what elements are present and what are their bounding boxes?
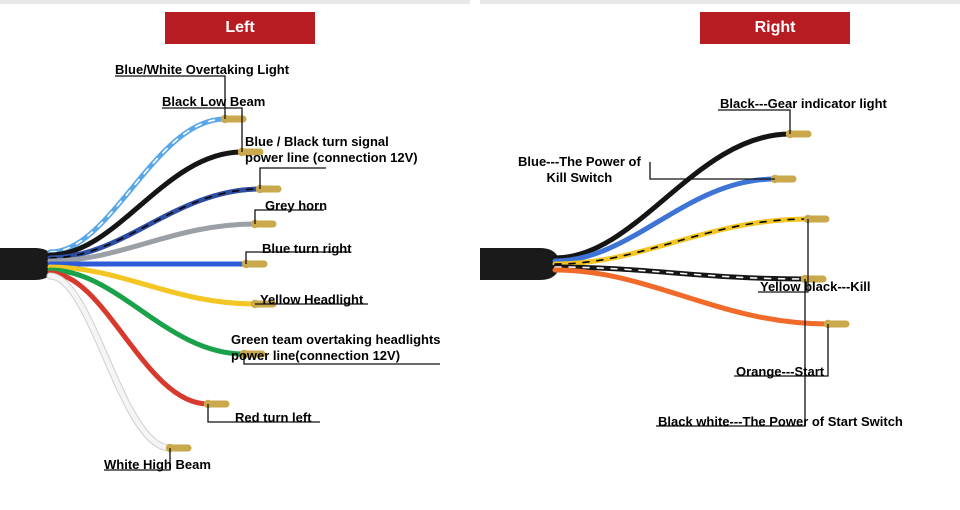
label-blue-black: Blue / Black turn signal power line (con… xyxy=(245,134,418,167)
right-banner: Right xyxy=(700,12,850,44)
left-panel: Left Blue/White Overtaking Light Black Lo… xyxy=(0,0,470,510)
wire-white xyxy=(50,276,170,448)
label-red: Red turn left xyxy=(235,410,312,426)
right-panel: Right Black---Gear indicator light Blue--… xyxy=(480,0,960,510)
label-blue-r: Blue---The Power of Kill Switch xyxy=(518,154,641,187)
label-black: Black Low Beam xyxy=(162,94,265,110)
left-diagram xyxy=(0,4,470,510)
label-blue-white: Blue/White Overtaking Light xyxy=(115,62,289,78)
label-white: White High Beam xyxy=(104,457,211,473)
wire-blue-r xyxy=(555,179,775,261)
label-orange-r: Orange---Start xyxy=(736,364,824,380)
wire-black-r xyxy=(555,134,790,258)
label-yellow: Yellow Headlight xyxy=(260,292,363,308)
left-banner: Left xyxy=(165,12,315,44)
label-yellow-r: Yellow black---Kill xyxy=(760,279,871,295)
label-blackw-r: Black white---The Power of Start Switch xyxy=(658,414,903,430)
label-black-r: Black---Gear indicator light xyxy=(720,96,887,112)
label-blue: Blue turn right xyxy=(262,241,352,257)
label-grey: Grey horn xyxy=(265,198,327,214)
label-green: Green team overtaking headlights power l… xyxy=(231,332,441,365)
right-diagram xyxy=(480,4,960,510)
wire-yellow-r xyxy=(555,219,808,264)
